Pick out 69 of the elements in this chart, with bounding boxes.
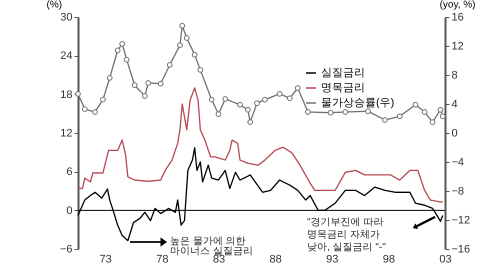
y2-tick-label: −4 — [452, 156, 464, 168]
annotation: "경기부진에 따라 명목금리 자체가 낮아, 실질금리 "-" — [307, 217, 386, 253]
point — [177, 42, 183, 48]
point — [92, 109, 98, 115]
point — [237, 102, 243, 108]
point — [294, 85, 301, 91]
y-axis-title: (%) — [46, 0, 62, 10]
annotation: 높은 물가에 의한 마이너스 실질금리 — [170, 236, 253, 257]
y2-tick-label: −16 — [452, 244, 470, 256]
y-tick-label: −6 — [60, 244, 72, 256]
y2-tick-label: 4 — [452, 98, 458, 110]
point — [245, 106, 251, 113]
y2-tick-label: −12 — [452, 214, 470, 226]
x-tick-label: 98 — [382, 254, 395, 266]
point — [440, 113, 446, 120]
point — [82, 106, 88, 112]
point — [192, 52, 198, 58]
y2-axis-title: (yoy, %) — [440, 0, 476, 10]
x-tick-label: 88 — [269, 254, 282, 266]
point — [166, 62, 173, 68]
point — [142, 93, 148, 99]
y-tick-label: 12 — [60, 128, 72, 140]
point — [100, 96, 106, 102]
y-tick-label: 6 — [66, 166, 72, 178]
point — [365, 108, 371, 114]
point — [132, 82, 138, 88]
point — [208, 96, 215, 102]
point — [438, 106, 444, 113]
point — [158, 80, 164, 87]
point — [124, 56, 130, 63]
point — [382, 117, 388, 123]
y-tick-label: 0 — [66, 204, 72, 217]
point — [216, 111, 222, 117]
point — [396, 113, 403, 120]
y-tick-label: 18 — [60, 88, 72, 101]
legend-label: 물가상승률(우) — [321, 97, 394, 109]
y-tick-label: 30 — [60, 12, 72, 24]
y2-tick-label: −8 — [452, 186, 464, 198]
point — [247, 119, 254, 125]
point — [222, 96, 228, 102]
point — [328, 110, 334, 116]
point — [430, 119, 436, 125]
y2-tick-label: 8 — [452, 70, 458, 82]
y2-tick-label: 16 — [452, 12, 464, 24]
x-tick-label: 78 — [156, 254, 168, 266]
point — [106, 75, 113, 81]
point — [412, 102, 418, 108]
point — [262, 96, 268, 102]
point — [342, 109, 348, 115]
x-tick-label: 73 — [100, 254, 112, 266]
point — [422, 109, 428, 115]
point — [184, 35, 190, 41]
y2-tick-label: 0 — [452, 128, 458, 140]
point — [75, 91, 81, 97]
point — [286, 95, 293, 102]
legend-label: 명목금리 — [321, 82, 365, 94]
point — [179, 22, 186, 29]
y-tick-label: 24 — [60, 50, 72, 62]
point — [276, 91, 282, 97]
point — [305, 109, 311, 115]
point — [197, 67, 204, 73]
legend-label: 실질금리 — [321, 67, 365, 79]
point — [114, 48, 120, 54]
point — [119, 40, 126, 47]
point — [145, 80, 152, 86]
x-tick-label: 93 — [326, 254, 338, 266]
x-tick-label: 03 — [439, 254, 452, 266]
point — [254, 100, 260, 106]
y2-tick-label: 12 — [452, 40, 464, 52]
